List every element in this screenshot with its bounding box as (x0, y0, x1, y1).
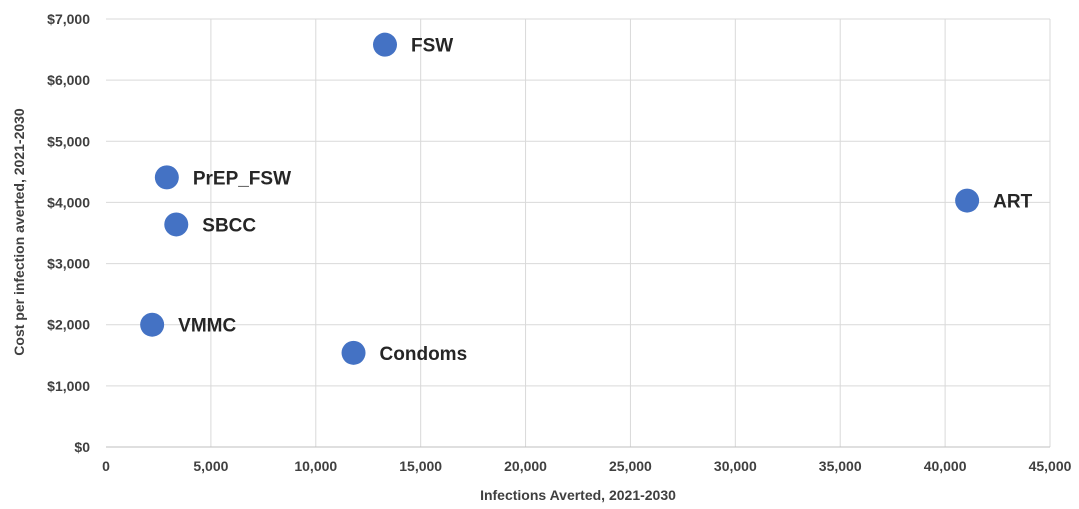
x-tick-label: 20,000 (504, 458, 547, 474)
y-tick-label: $1,000 (47, 378, 90, 394)
point-label: Condoms (380, 344, 468, 365)
y-tick-label: $7,000 (47, 11, 90, 27)
data-point (164, 212, 189, 237)
point-layer (140, 32, 980, 365)
x-tick-label: 35,000 (819, 458, 862, 474)
x-tick-label: 10,000 (294, 458, 337, 474)
y-tick-label: $5,000 (47, 133, 90, 149)
point-label: ART (993, 192, 1032, 213)
y-tick-label: $0 (74, 439, 90, 455)
y-tick-label: $6,000 (47, 72, 90, 88)
y-tick-label: $2,000 (47, 317, 90, 333)
grid-layer (106, 18, 1051, 447)
x-tick-label: 0 (102, 458, 110, 474)
y-tick-label: $4,000 (47, 194, 90, 210)
data-point (955, 188, 980, 213)
y-tick-label: $3,000 (47, 256, 90, 272)
x-axis-title: Infections Averted, 2021-2030 (480, 487, 676, 503)
x-tick-label: 5,000 (193, 458, 228, 474)
data-point (341, 340, 366, 365)
x-tick-label: 25,000 (609, 458, 652, 474)
axis-layer: $0 $1,000 $2,000 $3,000 $4,000 $5,000 $6,000 $7… (47, 11, 1071, 474)
data-point (373, 32, 398, 57)
x-tick-label: 45,000 (1029, 458, 1072, 474)
label-layer: FSW PrEP_FSW SBCC ART VMMC Condoms (178, 36, 1032, 365)
data-point (154, 165, 179, 190)
x-tick-label: 40,000 (924, 458, 967, 474)
point-label: FSW (411, 36, 453, 57)
point-label: PrEP_FSW (193, 168, 291, 189)
data-point (140, 312, 165, 337)
point-label: VMMC (178, 316, 236, 337)
point-label: SBCC (202, 215, 256, 236)
y-axis-title: Cost per infection averted, 2021-2030 (11, 108, 27, 356)
x-tick-label: 30,000 (714, 458, 757, 474)
x-tick-label: 15,000 (399, 458, 442, 474)
